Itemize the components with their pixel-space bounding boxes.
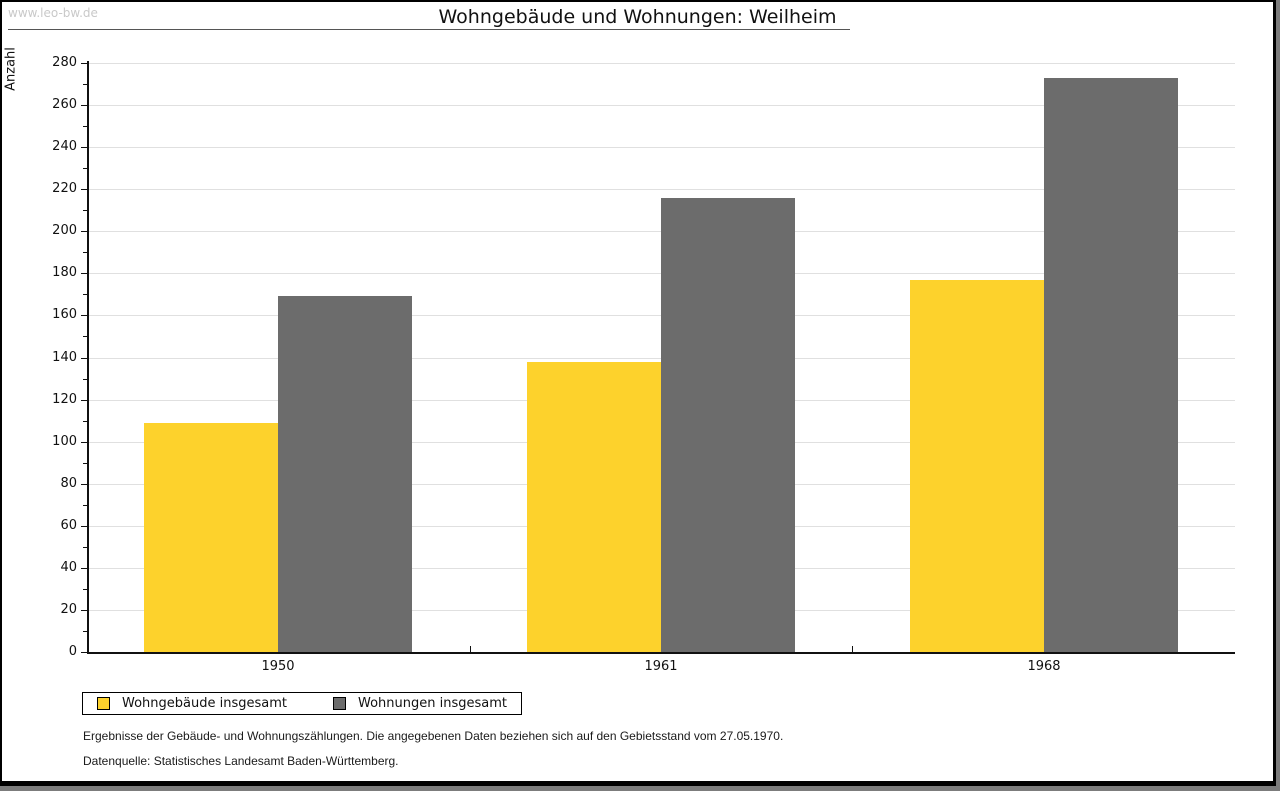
y-axis-tick: [81, 568, 87, 569]
y-axis-tick-label: 100: [52, 434, 77, 449]
y-axis-tick-label: 220: [52, 181, 77, 196]
y-axis-tick: [81, 358, 87, 359]
y-axis-tick: [81, 484, 87, 485]
y-axis-title: Anzahl: [3, 47, 19, 91]
y-axis-tick-label: 120: [52, 392, 77, 407]
y-axis-tick: [81, 652, 87, 653]
y-axis-minor-tick: [83, 463, 87, 464]
y-axis-minor-tick: [83, 631, 87, 632]
bar-1968-wohngebaeude: [910, 280, 1044, 652]
bar-1950-wohnungen: [278, 296, 412, 652]
y-axis-minor-tick: [83, 336, 87, 337]
y-axis-tick: [81, 231, 87, 232]
y-axis-tick-label: 20: [60, 602, 77, 617]
y-axis-tick-label: 260: [52, 97, 77, 112]
y-axis-tick: [81, 105, 87, 106]
y-axis-tick: [81, 526, 87, 527]
y-axis-minor-tick: [83, 210, 87, 211]
y-axis-minor-tick: [83, 168, 87, 169]
y-axis-tick-label: 140: [52, 350, 77, 365]
y-axis-tick-label: 240: [52, 139, 77, 154]
y-axis-line: [87, 61, 89, 654]
gridline: [89, 189, 1235, 190]
y-axis-minor-tick: [83, 252, 87, 253]
legend-entry-wohngebaeude: Wohngebäude insgesamt: [97, 696, 287, 711]
gridline: [89, 63, 1235, 64]
y-axis-tick-label: 280: [52, 55, 77, 70]
legend-swatch: [333, 697, 346, 710]
footnote-datenquelle: Datenquelle: Statistisches Landesamt Bad…: [83, 754, 399, 768]
y-axis-minor-tick: [83, 421, 87, 422]
chart-title: Wohngebäude und Wohnungen: Weilheim: [438, 6, 837, 28]
y-axis-minor-tick: [83, 505, 87, 506]
legend-label: Wohngebäude insgesamt: [122, 696, 287, 711]
x-axis-category-label: 1961: [644, 659, 678, 674]
header-divider-line: [8, 29, 850, 30]
y-axis-minor-tick: [83, 547, 87, 548]
gridline: [89, 105, 1235, 106]
y-axis-tick: [81, 400, 87, 401]
bar-1961-wohnungen: [661, 198, 795, 652]
watermark: www.leo-bw.de: [8, 6, 98, 20]
x-axis-line: [87, 652, 1235, 654]
y-axis-tick: [81, 189, 87, 190]
gridline: [89, 147, 1235, 148]
legend: Wohngebäude insgesamt Wohnungen insgesam…: [82, 692, 522, 715]
x-axis-category-label: 1950: [261, 659, 295, 674]
footnote-gebietsstand: Ergebnisse der Gebäude- und Wohnungszähl…: [83, 729, 784, 743]
legend-label: Wohnungen insgesamt: [358, 696, 507, 711]
y-axis-tick-label: 160: [52, 307, 77, 322]
y-axis-tick-label: 80: [60, 476, 77, 491]
y-axis-tick-label: 180: [52, 265, 77, 280]
plot-area: 0 20 40 60 80 100 120 140 160 180 200 220 240 260 280 1…: [52, 55, 1235, 701]
x-axis-category-label: 1968: [1027, 659, 1061, 674]
y-axis-minor-tick: [83, 379, 87, 380]
y-axis-tick: [81, 273, 87, 274]
y-axis-tick: [81, 147, 87, 148]
y-axis-minor-tick: [83, 589, 87, 590]
y-axis-tick-label: 60: [60, 518, 77, 533]
y-axis-tick-label: 0: [68, 644, 77, 659]
x-axis-boundary-tick: [470, 646, 471, 652]
bar-1950-wohngebaeude: [144, 423, 278, 652]
y-axis-minor-tick: [83, 294, 87, 295]
y-axis-tick: [81, 610, 87, 611]
y-axis-minor-tick: [83, 84, 87, 85]
y-axis-tick: [81, 442, 87, 443]
legend-entry-wohnungen: Wohnungen insgesamt: [333, 696, 507, 711]
x-axis-boundary-tick: [852, 646, 853, 652]
y-axis-tick: [81, 315, 87, 316]
bar-1961-wohngebaeude: [527, 362, 661, 652]
y-axis-minor-tick: [83, 126, 87, 127]
legend-swatch: [97, 697, 110, 710]
bar-1968-wohnungen: [1044, 78, 1178, 652]
y-axis-tick-label: 200: [52, 223, 77, 238]
y-axis-tick-label: 40: [60, 560, 77, 575]
y-axis-tick: [81, 63, 87, 64]
